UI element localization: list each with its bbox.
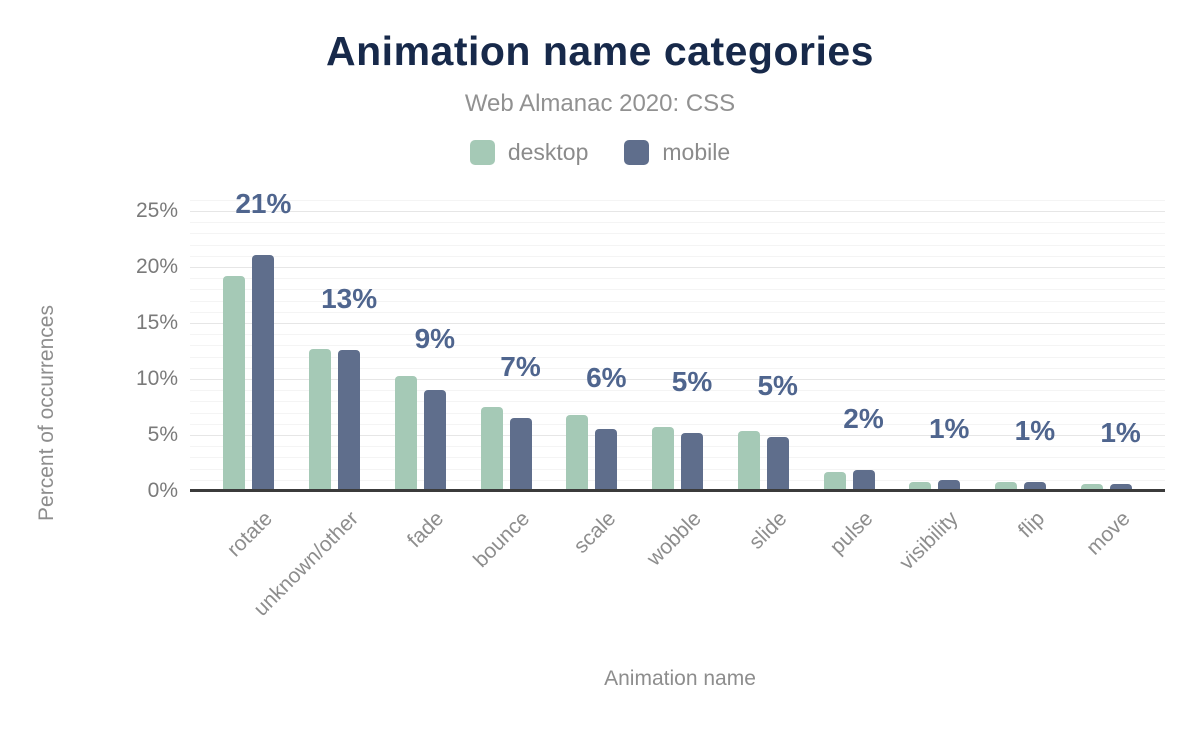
bar-mobile-wobble[interactable] <box>681 432 703 491</box>
gridline-minor <box>190 289 1165 291</box>
legend-item-mobile[interactable]: mobile <box>624 139 730 166</box>
legend: desktop mobile <box>0 139 1200 166</box>
gridline-minor <box>190 255 1165 257</box>
x-axis-line <box>190 489 1165 492</box>
bar-mobile-unknown-other[interactable] <box>338 349 361 491</box>
x-tick-label: wobble <box>642 507 706 571</box>
value-label: 5% <box>671 365 713 397</box>
y-tick-label: 0% <box>147 479 178 502</box>
bar-mobile-bounce[interactable] <box>509 418 532 491</box>
gridline-minor <box>190 468 1165 470</box>
gridline-minor <box>190 401 1165 403</box>
gridline-minor <box>190 479 1165 481</box>
gridline-minor <box>190 412 1165 414</box>
x-axis-title: Animation name <box>604 667 756 690</box>
value-label: 1% <box>928 412 970 444</box>
bar-mobile-move[interactable] <box>1109 484 1132 491</box>
x-tick-label: visibility <box>895 507 963 575</box>
legend-label-mobile: mobile <box>662 139 731 165</box>
gridline-minor <box>190 300 1165 302</box>
gridline-minor <box>190 457 1165 459</box>
gridline-major <box>190 211 1165 212</box>
bar-desktop-unknown-other[interactable] <box>309 348 332 491</box>
value-label: 5% <box>757 370 798 402</box>
bar-desktop-visibility[interactable] <box>909 482 932 491</box>
value-label: 7% <box>500 351 541 383</box>
bar-mobile-flip[interactable] <box>1023 482 1046 491</box>
gridline-minor <box>190 199 1165 201</box>
x-tick-label: move <box>1081 507 1135 560</box>
bar-mobile-scale[interactable] <box>595 429 618 491</box>
bar-desktop-scale[interactable] <box>566 414 589 491</box>
gridline-minor <box>190 446 1165 448</box>
legend-swatch-desktop <box>469 140 495 165</box>
value-label: 1% <box>1100 417 1141 449</box>
bar-desktop-bounce[interactable] <box>480 407 503 491</box>
value-label: 13% <box>321 282 378 314</box>
legend-item-desktop[interactable]: desktop <box>469 139 589 166</box>
chart-title: Animation name categories <box>326 28 874 74</box>
chart-subtitle: Web Almanac 2020: CSS <box>464 90 736 117</box>
bar-desktop-fade[interactable] <box>394 375 417 491</box>
x-tick-label: bounce <box>469 507 535 572</box>
bar-mobile-rotate[interactable] <box>252 254 275 491</box>
bar-desktop-flip[interactable] <box>994 482 1017 491</box>
gridline-major <box>190 323 1165 324</box>
x-tick-label: rotate <box>222 507 278 562</box>
bar-desktop-move[interactable] <box>1080 484 1103 491</box>
gridline-minor <box>190 334 1165 336</box>
bar-mobile-pulse[interactable] <box>852 469 875 491</box>
gridline-minor <box>190 278 1165 280</box>
legend-label-desktop: desktop <box>507 139 589 165</box>
bar-desktop-pulse[interactable] <box>823 472 846 491</box>
x-tick-label: slide <box>744 507 792 554</box>
gridline-minor <box>190 244 1165 246</box>
gridline-minor <box>190 222 1165 224</box>
gridline-minor <box>190 367 1165 369</box>
y-tick-label: 10% <box>135 367 178 390</box>
y-tick-label: 25% <box>135 199 178 222</box>
y-tick-label: 5% <box>147 423 178 446</box>
y-tick-label: 15% <box>135 311 178 334</box>
gridline-minor <box>190 233 1165 235</box>
value-label: 6% <box>586 362 627 394</box>
bar-mobile-fade[interactable] <box>423 390 446 491</box>
gridline-minor <box>190 356 1165 358</box>
y-tick-label: 20% <box>135 255 178 278</box>
gridline-minor <box>190 311 1165 313</box>
x-tick-label: scale <box>569 507 621 558</box>
gridline-major <box>190 435 1165 436</box>
gridline-minor <box>190 390 1165 392</box>
value-label: 9% <box>414 323 456 355</box>
gridline-major <box>190 267 1165 268</box>
gridline-major <box>190 379 1165 380</box>
value-label: 21% <box>235 187 292 219</box>
bar-desktop-rotate[interactable] <box>223 276 246 491</box>
bar-desktop-slide[interactable] <box>737 430 760 491</box>
x-tick-label: pulse <box>825 507 878 559</box>
legend-swatch-mobile <box>624 140 650 165</box>
bar-mobile-visibility[interactable] <box>938 479 961 491</box>
x-tick-label: fade <box>403 507 449 553</box>
bar-desktop-wobble[interactable] <box>652 427 674 491</box>
value-label: 1% <box>1014 415 1056 446</box>
y-axis-title: Percent of occurrences <box>35 305 58 521</box>
gridline-minor <box>190 345 1165 347</box>
gridline-minor <box>190 423 1165 425</box>
x-tick-label: flip <box>1013 507 1049 543</box>
value-label: 2% <box>843 402 884 434</box>
bar-mobile-slide[interactable] <box>766 437 789 491</box>
